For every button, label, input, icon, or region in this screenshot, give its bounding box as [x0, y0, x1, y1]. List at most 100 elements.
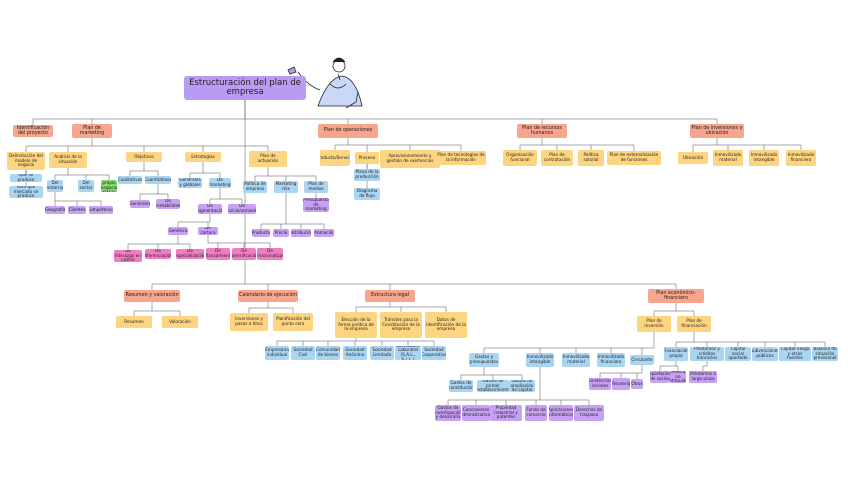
node: Sociedad Anónima: [343, 346, 367, 360]
node: Generales: [130, 200, 150, 208]
node: Circulante: [630, 355, 654, 365]
node: Beneficios no distribuidos: [670, 371, 686, 383]
node: De especialización: [176, 249, 204, 259]
node: Organización funcional: [503, 150, 537, 166]
node: Datos de identificación de la empresa: [425, 312, 467, 338]
node: Balance de situación previsional: [812, 347, 838, 361]
node: Genérica: [168, 227, 188, 235]
node: Plan de inversiones y ubicación: [690, 124, 744, 138]
node: De marketing: [209, 178, 231, 188]
node: Geografía: [45, 206, 65, 214]
node: Fondo de comercio: [525, 405, 547, 421]
node: Cualitativos: [118, 176, 142, 184]
node: Del sector: [78, 180, 94, 192]
node: Del propio negocio (DAFO): [101, 180, 117, 192]
node: Inmovilizado material: [562, 353, 590, 367]
node: Derechos de traspaso: [574, 405, 604, 421]
node: Subvenciones públicas: [752, 347, 778, 361]
node: Concesiones administrativas: [462, 405, 490, 421]
node: Objetivos: [126, 152, 162, 162]
node: Plan de externalización de funciones: [607, 151, 661, 165]
node: Para qué mercado se produce: [9, 186, 43, 198]
node: Inmovilizado intangible: [749, 150, 779, 166]
node: Qué se produce: [10, 174, 42, 182]
node: Capital riesgo y otras fuentes: [779, 347, 811, 361]
node: De segmentación: [198, 204, 222, 214]
node: De diversificación: [232, 248, 256, 260]
node: Plan de marketing: [72, 124, 112, 138]
node: Plan económico-financiero: [648, 289, 704, 303]
node: Sociedad Civil: [291, 346, 315, 360]
diagram-title: Estructuración del plan de empresa: [184, 76, 306, 100]
node: Propiedad industrial y patentes: [490, 405, 522, 421]
node: Diagrama de flujo: [354, 188, 380, 200]
node: Producto: [252, 229, 270, 237]
node: Estructura legal: [365, 290, 415, 302]
node: Plan de medios: [304, 181, 328, 193]
node: Producto/Servicio: [320, 150, 350, 166]
node: Resumen y valoración: [124, 290, 180, 302]
node: Gastos de investigación y desarrollo: [435, 405, 461, 421]
node: Análisis de la situación: [49, 152, 87, 168]
node: Inmovilizado material: [713, 150, 743, 166]
node: Elección de la forma jurídica de la empr…: [335, 312, 377, 338]
node: De cartera: [198, 227, 218, 235]
node: Comunidad de bienes: [316, 346, 340, 360]
node: Préstamos a largo plazo: [689, 371, 717, 383]
node: Valoración: [162, 316, 198, 328]
node: Tesorería: [612, 378, 630, 390]
node: Competencia: [89, 206, 113, 214]
node: Financiación propia: [664, 347, 688, 361]
node: Aplicaciones informáticas: [549, 405, 573, 421]
node: Delimitación del modelo de negocio: [7, 152, 45, 170]
node: Plan de financiación: [677, 316, 711, 332]
node: Marketing mix: [274, 181, 298, 193]
node: Inmovilizado financiero: [786, 150, 816, 166]
node: De posicionamiento: [228, 204, 256, 214]
node: Existencias iniciales: [589, 378, 611, 390]
node: Sociedad Cooperativa: [422, 346, 446, 360]
node: Aportación de socios: [650, 371, 670, 383]
node: Del entorno: [47, 180, 63, 192]
node: Plan de inversión: [637, 316, 671, 332]
node: Plan de actuación: [249, 151, 287, 167]
node: De internacionalización: [257, 248, 283, 260]
node: Empresario individual: [265, 346, 289, 360]
node: Política de empresa: [243, 181, 267, 193]
node: De afianzamiento: [206, 248, 230, 260]
node: Resumen: [116, 316, 152, 328]
node: Plan de contratación: [541, 150, 573, 166]
node: Inmovilizado financiero: [597, 353, 625, 367]
node: Plan de tecnologías de la información: [436, 151, 486, 165]
node: Proceso: [355, 152, 379, 164]
node: Cuantitativos: [145, 176, 171, 184]
node: Capital social aportado: [725, 347, 751, 361]
node: Sociedades Laborales (S.A.L., S.L.L.): [395, 346, 421, 360]
node: Gastos y presupuestos: [469, 353, 499, 367]
node: Política salarial: [578, 150, 604, 166]
node: Planificación del punto cero: [273, 313, 313, 331]
node: Calendario de ejecución: [238, 290, 298, 302]
node: Promoción: [314, 229, 334, 237]
node: Gastos de ampliación de capital: [509, 380, 535, 392]
node: Gastos de constitución: [449, 380, 473, 392]
node: Clientes: [68, 206, 86, 214]
node: Gastos de primer establecimiento: [477, 380, 509, 392]
node: Inmovilizado intangible: [526, 353, 554, 367]
node: Trámites para la Constitución de la empr…: [380, 312, 422, 338]
node: Aprovisionamiento y gestión de existenci…: [380, 150, 440, 168]
node: Sociedad Limitada: [370, 346, 394, 360]
node: De diferenciación: [145, 249, 171, 259]
node: De rentabilidad: [156, 199, 180, 209]
illustration: [287, 57, 363, 109]
node: Presupuesto de marketing: [303, 198, 329, 212]
node: Distribución: [291, 229, 311, 237]
node: Precio: [273, 229, 289, 237]
node: Inversiones y pasos a hitos: [230, 313, 268, 331]
node: Plan de recursos humanos: [517, 124, 567, 138]
node: Estrategias: [185, 152, 221, 162]
node: Plano de la producción: [354, 169, 380, 181]
node: Otros: [631, 379, 643, 389]
node: De liderazgo en costes: [114, 250, 142, 262]
